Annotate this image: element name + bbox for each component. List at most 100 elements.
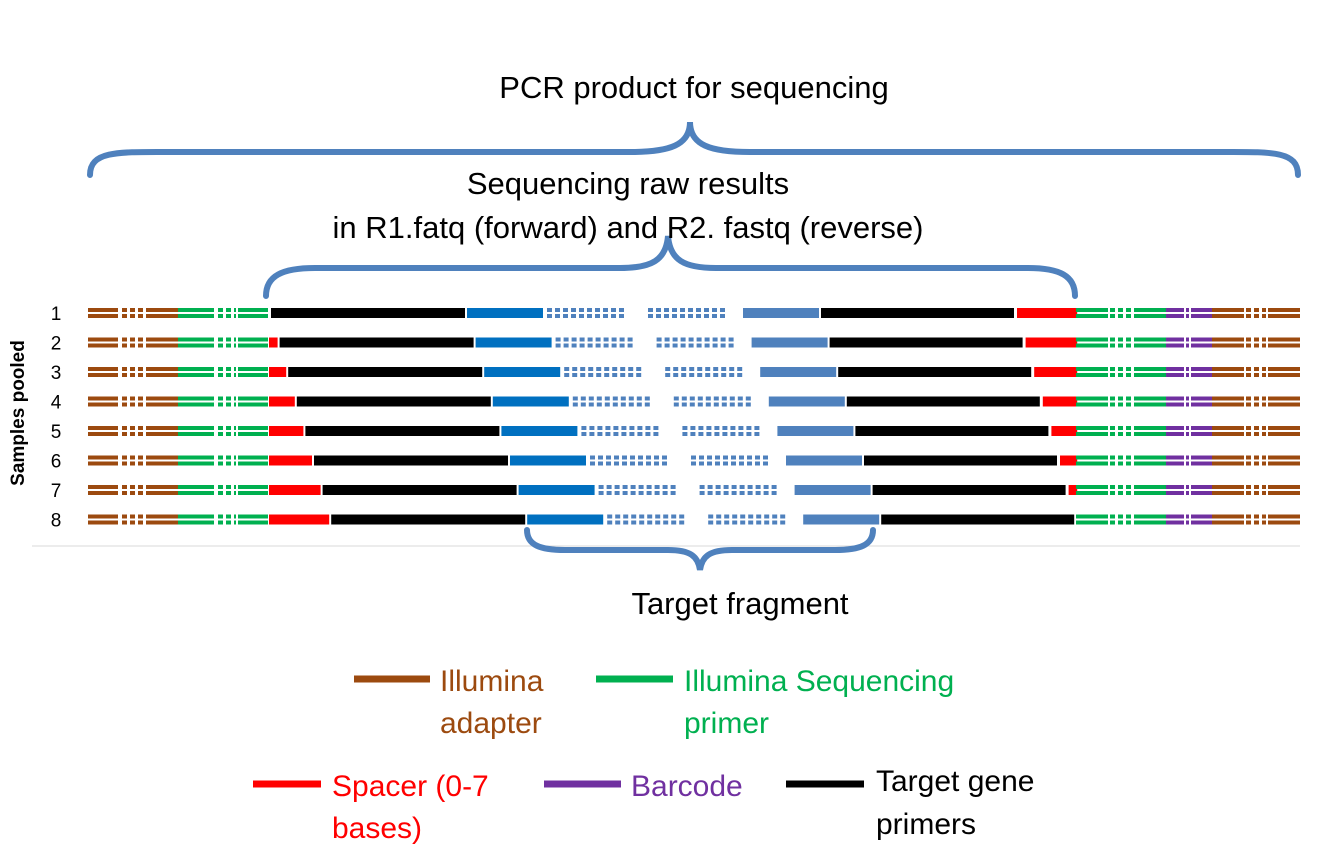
adapter-segment	[130, 337, 135, 342]
sample-rows: 1 2 3 4 5 6 7 8	[51, 304, 1300, 532]
seq-primer-segment	[226, 367, 231, 371]
seq-primer-segment	[1126, 343, 1131, 348]
adapter-segment	[146, 455, 178, 460]
read-dotted-segment	[721, 402, 727, 407]
read-dotted-segment	[620, 402, 626, 407]
adapter-segment	[146, 314, 178, 318]
seq-primer-segment	[234, 314, 236, 318]
read-dotted-segment	[738, 432, 744, 436]
seq-primer-segment	[1126, 308, 1131, 312]
primer-segment	[279, 337, 474, 348]
adapter-segment	[88, 308, 118, 312]
read-dotted-segment	[596, 402, 602, 407]
adapter-segment	[1262, 432, 1266, 436]
adapter-segment	[122, 455, 127, 460]
read-dotted-segment	[611, 308, 616, 312]
read-dotted-segment	[737, 396, 743, 401]
seq-primer-segment	[1134, 367, 1166, 371]
seq-primer-segment	[238, 491, 268, 495]
row-label: 3	[51, 363, 62, 384]
read-dotted-segment	[611, 314, 616, 318]
read-dotted-segment	[588, 373, 594, 377]
read-dotted-segment	[595, 314, 600, 318]
read-dotted-segment	[636, 367, 642, 371]
read-dotted-segment	[729, 396, 735, 401]
read-dotted-segment	[563, 343, 569, 348]
read-dotted-segment	[747, 485, 753, 489]
seq-primer-segment	[1126, 455, 1131, 460]
raw-results-label-line1: Sequencing raw results	[467, 166, 789, 201]
read-dotted-segment	[611, 343, 617, 348]
read-dotted-segment	[662, 485, 668, 489]
read-dotted-segment	[698, 432, 704, 436]
spacer-segment	[1060, 455, 1078, 466]
adapter-segment	[88, 520, 118, 525]
seq-primer-segment	[1110, 314, 1115, 318]
adapter-segment	[88, 485, 118, 489]
barcode-segment	[1194, 314, 1212, 318]
raw-results-brace	[263, 235, 1078, 299]
read-dotted-segment	[763, 491, 769, 495]
read-dotted-segment	[630, 485, 636, 489]
barcode-segment	[1166, 367, 1184, 371]
seq-primer-segment	[226, 402, 231, 407]
read-dotted-segment	[707, 491, 713, 495]
adapter-segment	[88, 455, 118, 460]
read-dotted-segment	[619, 343, 625, 348]
adapter-segment	[1254, 337, 1259, 342]
read-dotted-segment	[681, 396, 687, 401]
read-dotted-segment	[713, 373, 719, 377]
read-dotted-segment	[720, 343, 726, 348]
read-dotted-segment	[663, 520, 669, 525]
read-dotted-segment	[596, 367, 602, 371]
read-dotted-segment	[636, 396, 642, 401]
adapter-segment	[138, 314, 143, 318]
barcode-segment	[1186, 520, 1189, 525]
seq-primer-segment	[238, 314, 268, 318]
read-dotted-segment	[772, 514, 778, 519]
seq-primer-segment	[1126, 373, 1131, 377]
read-dotted-segment	[605, 426, 611, 430]
seq-primer-segment	[1118, 520, 1123, 525]
barcode-segment	[1191, 432, 1194, 436]
read-dotted-segment	[622, 491, 628, 495]
read-dotted-segment	[705, 402, 711, 407]
read-reverse-segment	[760, 367, 837, 377]
barcode-segment	[1166, 373, 1184, 377]
read-dotted-segment	[646, 455, 651, 460]
adapter-segment	[88, 402, 118, 407]
seq-primer-segment	[234, 426, 236, 430]
seq-primer-segment	[1126, 491, 1131, 495]
read-dotted-segment	[737, 402, 743, 407]
barcode-segment	[1186, 308, 1189, 312]
barcode-segment	[1166, 402, 1184, 407]
read-dotted-segment	[771, 491, 777, 495]
read-dotted-segment	[615, 514, 621, 519]
adapter-segment	[1212, 520, 1244, 525]
read-dotted-segment	[720, 337, 726, 342]
read-dotted-segment	[688, 308, 693, 312]
seq-primer-segment	[218, 308, 223, 312]
seq-primer-segment	[238, 485, 268, 489]
read-dotted-segment	[571, 337, 577, 342]
read-dotted-segment	[606, 461, 611, 466]
read-dotted-segment	[645, 426, 651, 430]
read-dotted-segment	[631, 520, 637, 525]
adapter-segment	[138, 373, 143, 377]
seq-primer-segment	[218, 337, 223, 342]
read-dotted-segment	[579, 337, 585, 342]
read-dotted-segment	[580, 402, 586, 407]
read-dotted-segment	[662, 455, 667, 460]
seq-primer-segment	[1126, 485, 1131, 489]
adapter-segment	[1254, 432, 1259, 436]
adapter-segment	[1212, 402, 1244, 407]
adapter-segment	[138, 485, 143, 489]
read-dotted-segment	[589, 426, 595, 430]
adapter-segment	[1246, 461, 1251, 466]
adapter-segment	[130, 485, 135, 489]
adapter-segment	[1254, 343, 1259, 348]
read-dotted-segment	[756, 514, 762, 519]
seq-primer-segment	[218, 426, 223, 430]
read-dotted-segment	[614, 461, 619, 466]
read-dotted-segment	[572, 367, 578, 371]
